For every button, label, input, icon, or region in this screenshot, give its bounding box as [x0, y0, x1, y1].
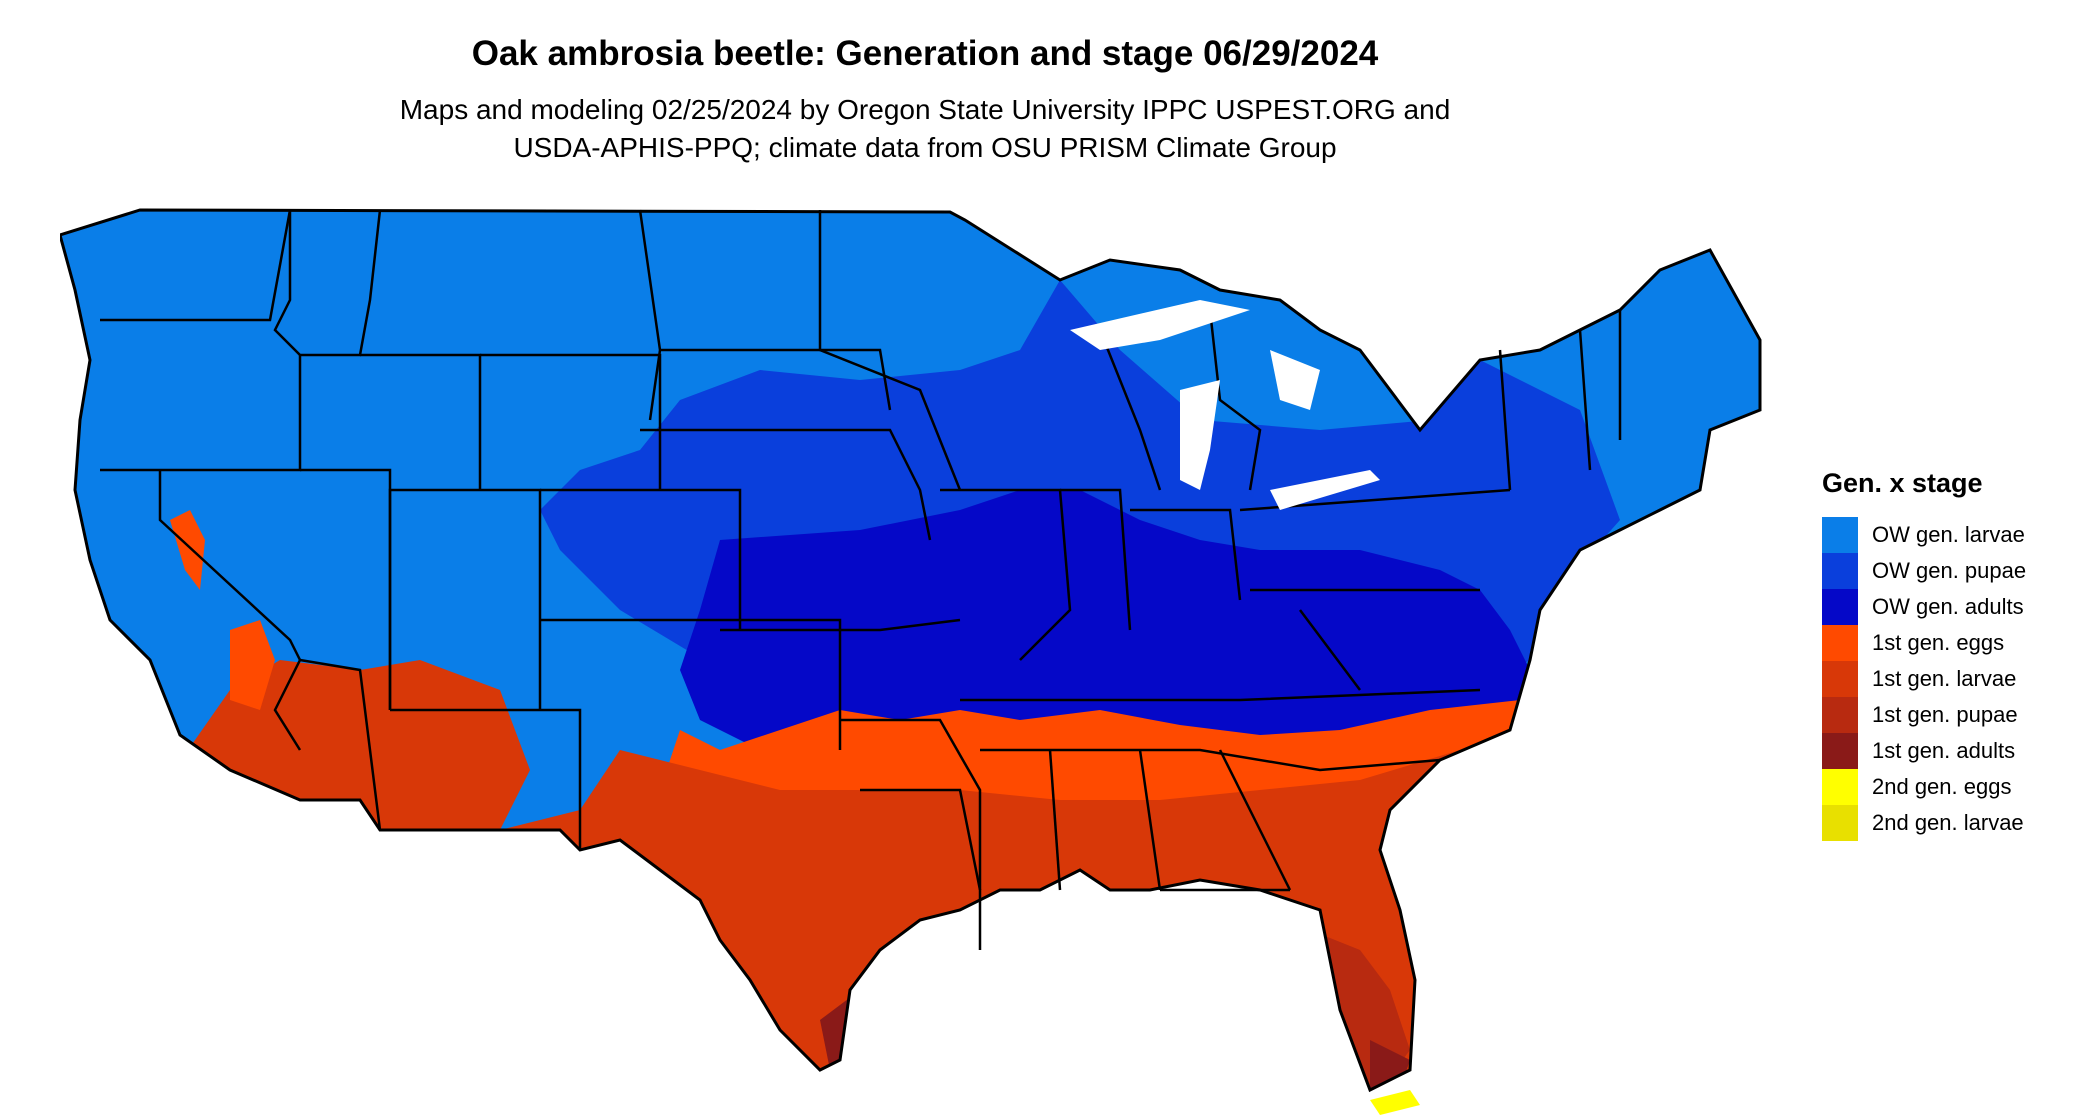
legend-item: OW gen. pupae [1822, 553, 2026, 589]
border-ga-sc [1218, 749, 1292, 891]
legend-label: 2nd gen. larvae [1872, 810, 2024, 835]
border-co-ks [540, 488, 742, 630]
legend-item: 2nd gen. eggs [1822, 769, 2026, 805]
border-ut-co [388, 488, 542, 710]
state-borders [100, 209, 1622, 950]
legend-item: 2nd gen. larvae [1822, 805, 2026, 841]
legend-label: OW gen. adults [1872, 594, 2024, 619]
border-new-england [1498, 310, 1622, 491]
legend-label: OW gen. larvae [1872, 522, 2025, 547]
border-ks-mo [720, 618, 961, 632]
border-mn [818, 210, 962, 491]
border-az [299, 658, 382, 831]
legend-swatch [1822, 661, 1858, 697]
legend-swatch [1822, 589, 1858, 625]
border-in [1060, 488, 1132, 631]
border-sd-ne [640, 428, 932, 541]
legend-swatch [1822, 517, 1858, 553]
great-lakes [1070, 300, 1380, 510]
legend-swatch [1822, 733, 1858, 769]
border-michigan [1098, 309, 1262, 491]
legend-swatch [1822, 553, 1858, 589]
legend-item: 1st gen. eggs [1822, 625, 2026, 661]
legend-label: 1st gen. larvae [1872, 666, 2017, 691]
lake-erie [1270, 470, 1380, 510]
legend-item: 1st gen. pupae [1822, 697, 2026, 733]
border-il [940, 488, 1072, 661]
lake-huron [1270, 350, 1320, 410]
zone-ow-adults [680, 490, 1530, 770]
border-nd-sd [660, 348, 892, 411]
border-ks-ok [540, 618, 842, 750]
map-title: Oak ambrosia beetle: Generation and stag… [471, 34, 1379, 73]
border-wa-or [100, 209, 292, 322]
lake-superior [1070, 300, 1250, 350]
border-tn-ky [960, 688, 1481, 702]
map-subtitle-line-2: USDA-APHIS-PPQ; climate data from OSU PR… [513, 132, 1337, 163]
border-oh [1130, 508, 1242, 601]
border-ca-nv [158, 470, 302, 751]
zone-1st-eggs-socal [230, 620, 275, 710]
border-ok-ar [840, 718, 982, 890]
legend-title: Gen. x stage [1822, 468, 1983, 498]
legend: Gen. x stage OW gen. larvae OW gen. pupa… [1822, 468, 2026, 841]
us-stage-map [60, 208, 1762, 1115]
map-subtitle-line-1: Maps and modeling 02/25/2024 by Oregon S… [399, 94, 1451, 125]
border-nm [390, 708, 582, 850]
border-ms-al [1048, 749, 1062, 891]
legend-label: 1st gen. eggs [1872, 630, 2005, 655]
legend-label: 1st gen. adults [1872, 738, 2016, 763]
legend-label: OW gen. pupae [1872, 558, 2027, 583]
legend-swatch [1822, 625, 1858, 661]
legend-swatch [1822, 769, 1858, 805]
border-tx-la [860, 788, 982, 950]
legend-swatch [1822, 697, 1858, 733]
zone-1st-eggs-california [170, 510, 205, 590]
border-wv-va [1299, 609, 1361, 691]
legend-item: OW gen. adults [1822, 589, 2026, 625]
zone-1st-eggs [660, 700, 1530, 810]
legend-item: 1st gen. adults [1822, 733, 2026, 769]
florida-keys-2nd-gen-eggs [1370, 1090, 1420, 1115]
border-tn-south [980, 748, 1441, 772]
legend-item: OW gen. larvae [1822, 517, 2026, 553]
legend-label: 1st gen. pupae [1872, 702, 2018, 727]
stage-color-zones [60, 210, 1760, 1090]
legend-swatch [1822, 805, 1858, 841]
lake-michigan [1180, 380, 1220, 490]
border-al-ga [1138, 749, 1162, 891]
legend-item: 1st gen. larvae [1822, 661, 2026, 697]
legend-label: 2nd gen. eggs [1872, 774, 2012, 799]
